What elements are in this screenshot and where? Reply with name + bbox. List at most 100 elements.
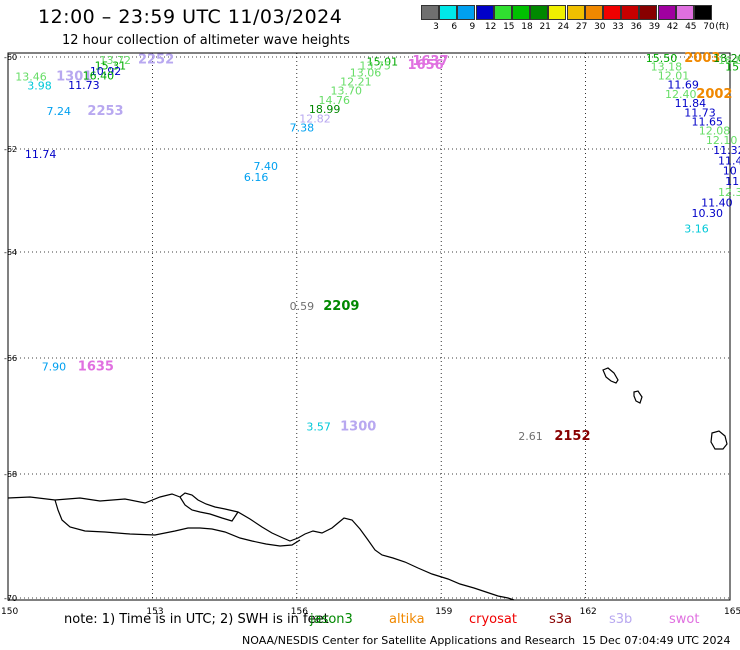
legend-label-45: 45 [685, 22, 697, 32]
swh-value-label: 12.21 [340, 75, 372, 88]
legend-swatch-6 [439, 5, 458, 20]
legend-swatch-42 [657, 5, 676, 20]
swh-value-label: 6.16 [244, 171, 269, 184]
swh-value-label: 11.69 [667, 79, 699, 92]
legend-label-70: 70 [703, 22, 715, 32]
swh-value-label: 11.73 [684, 106, 716, 119]
lon-tick-153: 153 [146, 607, 163, 617]
pass-time-label: 2252 [138, 52, 174, 67]
legend-swatch-45 [675, 5, 694, 20]
swh-value-label: 12.01 [658, 69, 690, 82]
swh-value-label: 11.84 [675, 97, 707, 110]
swh-value-label: 12.08 [699, 125, 731, 138]
legend-swatch-3 [421, 5, 439, 20]
lat-tick--64: -64 [4, 248, 17, 257]
map-subtitle: 12 hour collection of altimeter wave hei… [62, 33, 350, 48]
legend-label-18: 18 [521, 22, 533, 32]
swh-value-label: 3.57 [306, 420, 331, 433]
legend-label-30: 30 [594, 22, 606, 32]
legend-label-9: 9 [469, 22, 476, 32]
legend-label-27: 27 [575, 22, 588, 32]
satellite-swot: swot [669, 612, 700, 627]
swh-value-label: 3.98 [27, 80, 52, 93]
legend-label-12: 12 [484, 22, 497, 32]
pass-time-label: 1300 [340, 419, 376, 434]
legend-label-36: 36 [630, 22, 642, 32]
pass-time-label: 2253 [87, 104, 123, 119]
wave-height-color-legend: 3 6 9 12 15 18 21 24 27 30 33 36 39 42 45 70 (ft) [421, 5, 729, 33]
legend-label-15: 15 [503, 22, 515, 32]
legend-swatch-27 [566, 5, 585, 20]
swh-value-label: 3.16 [684, 222, 709, 235]
island-1 [602, 367, 619, 384]
swh-value-label: 13.70 [330, 85, 362, 98]
legend-label-3: 3 [433, 22, 439, 32]
swh-value-label: 16.40 [83, 69, 115, 82]
legend-label-33: 33 [612, 22, 624, 32]
lat-tick--66: -66 [4, 354, 17, 363]
swh-value-label: 12.82 [299, 112, 331, 125]
swh-value-label: 12.40 [665, 88, 697, 101]
lon-tick-159: 159 [435, 607, 452, 617]
swh-value-label: 11.73 [68, 79, 100, 92]
island-2 [633, 390, 643, 404]
map-title: 12:00 – 23:59 UTC 11/03/2024 [38, 6, 343, 28]
swh-value-label: 14.76 [318, 94, 350, 107]
swh-value-label: 13.18 [651, 60, 683, 73]
antarctic-coastline [7, 492, 515, 601]
swh-value-label: 7.24 [47, 105, 72, 118]
legend-unit: (ft) [715, 22, 729, 32]
swh-value-label: 0.59 [290, 300, 315, 313]
satellite-s3b: s3b [609, 612, 633, 627]
satellite-jason3: jason3 [310, 612, 353, 627]
swh-value-label: 7.90 [42, 361, 66, 374]
legend-swatch-15 [493, 5, 512, 20]
swh-value-label: 10.30 [691, 207, 723, 220]
swh-value-label: 13.72 [99, 54, 131, 67]
units-note: note: 1) Time is in UTC; 2) SWH is in fe… [64, 612, 329, 627]
lon-tick-162: 162 [580, 607, 597, 617]
satellite-altika: altika [389, 612, 425, 627]
swh-value-label: 16.86 [718, 54, 740, 67]
lat-tick--68: -68 [4, 470, 17, 479]
swh-value-label: 13.75 [359, 59, 391, 72]
legend-swatch-21 [530, 5, 549, 20]
swh-value-label: 7.38 [290, 121, 315, 134]
legend-swatch-36 [621, 5, 640, 20]
lon-tick-150: 150 [1, 607, 18, 617]
swh-value-label: 10.92 [90, 65, 122, 78]
generated-timestamp: 15 Dec 07:04:49 UTC 2024 [582, 634, 731, 647]
island-3 [710, 430, 728, 450]
lon-tick-156: 156 [291, 607, 308, 617]
swh-value-label: 11.40 [701, 197, 733, 210]
legend-swatch-70 [694, 5, 712, 20]
pass-time-label: 2209 [323, 299, 359, 314]
swh-value-label: 18.99 [309, 103, 341, 116]
lat-tick--70: -70 [4, 594, 17, 603]
legend-swatch-33 [603, 5, 621, 20]
pass-time-label: 2152 [554, 429, 590, 444]
swh-value-label: 7.40 [253, 160, 277, 173]
swh-value-label: 15.50 [646, 52, 678, 65]
legend-swatch-39 [639, 5, 658, 20]
swh-value-label: 18.20 [713, 52, 740, 65]
lat-lon-grid [7, 53, 731, 600]
axis-ticks: 150 153 156 159 162 165 -60 -62 -64 -66 -68 -70 [1, 53, 740, 617]
swh-value-label: 15.01 [367, 56, 399, 69]
pass-time-label: 1301 [56, 69, 92, 84]
swh-value-label: 10 [723, 165, 737, 178]
satellite-cryosat: cryosat [469, 612, 517, 627]
lat-tick--62: -62 [4, 145, 17, 154]
legend-swatch-18 [512, 5, 530, 20]
swh-value-label: 12.10 [706, 134, 738, 147]
swh-value-label: 13.46 [15, 70, 47, 83]
pass-time-label: 2003 [684, 51, 720, 66]
swh-value-label: 11.74 [25, 148, 56, 161]
legend-label-6: 6 [451, 22, 458, 32]
legend-label-21: 21 [539, 22, 551, 32]
legend-label-42: 42 [666, 22, 679, 32]
lat-tick--60: -60 [4, 53, 17, 62]
swh-value-label: 15 [725, 60, 739, 73]
